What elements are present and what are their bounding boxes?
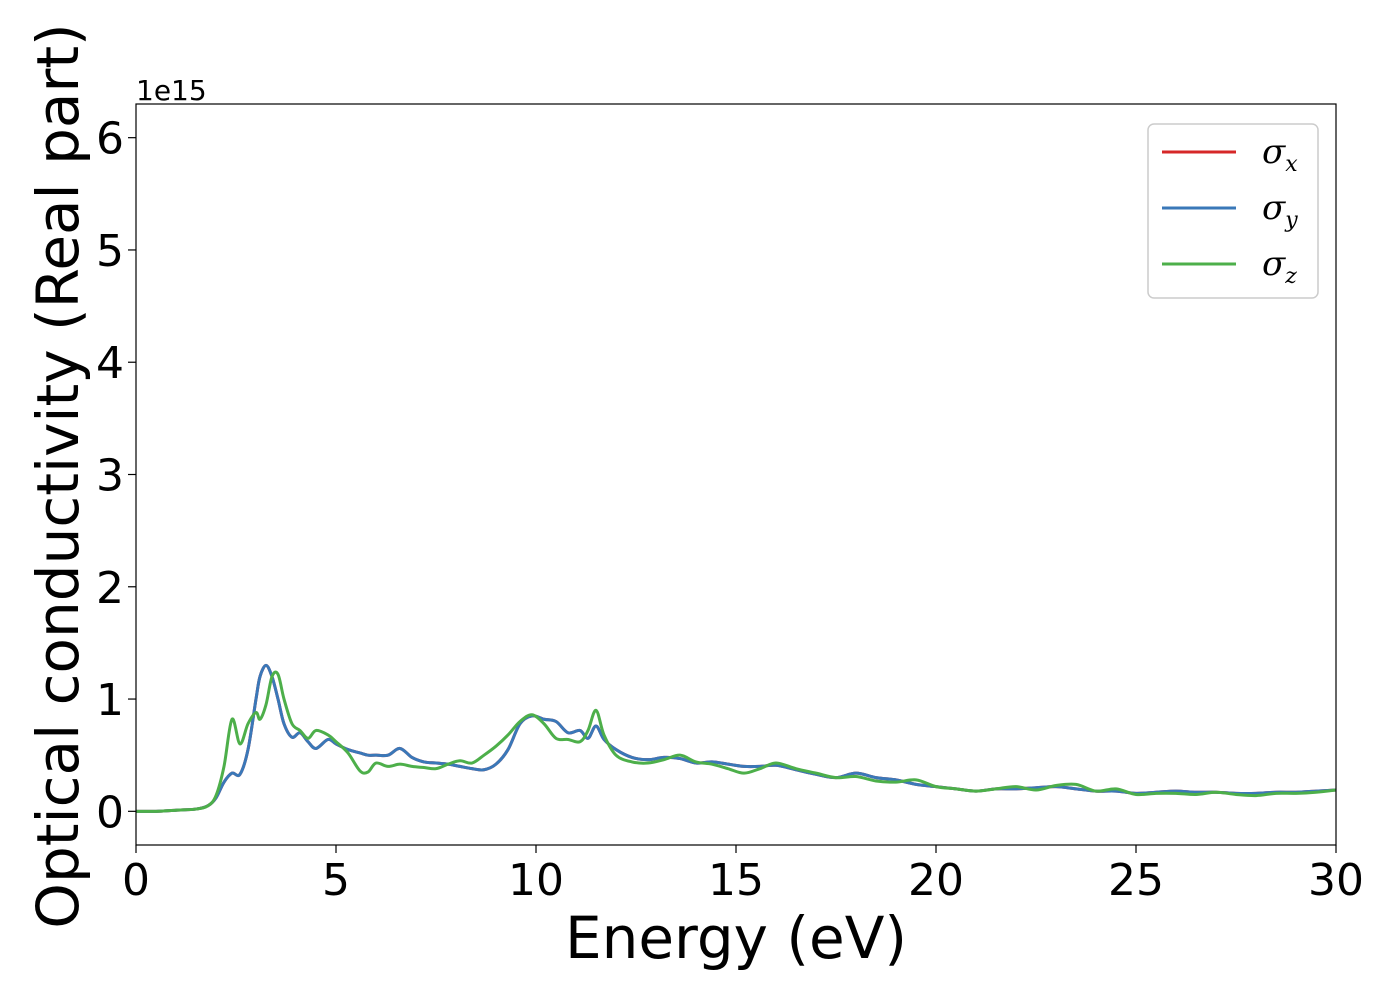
x-tick-label: 5 — [322, 855, 350, 906]
y-offset-label: 1e15 — [136, 74, 207, 107]
y-axis-title: Optical conductivity (Real part) — [24, 23, 92, 928]
x-tick-label: 25 — [1108, 855, 1164, 906]
y-tick-label: 0 — [96, 787, 124, 838]
plot-area — [136, 104, 1336, 845]
y-tick-label: 3 — [96, 451, 124, 502]
series-layer — [135, 663, 1337, 813]
y-tick-label: 4 — [96, 338, 124, 389]
y-tick-label: 2 — [96, 563, 124, 614]
x-tick-label: 15 — [708, 855, 764, 906]
x-tick-label: 20 — [908, 855, 964, 906]
x-tick-label: 30 — [1308, 855, 1364, 906]
y-tick-label: 5 — [96, 226, 124, 277]
x-axis-ticks: 0 5 10 15 20 25 30 — [122, 845, 1364, 906]
y-tick-label: 1 — [96, 675, 124, 726]
x-tick-label: 10 — [508, 855, 564, 906]
series-line-z — [135, 670, 1337, 813]
y-axis-ticks: 0 1 2 3 4 5 6 — [96, 114, 136, 838]
x-tick-label: 0 — [122, 855, 150, 906]
legend-box — [1147, 123, 1319, 299]
y-tick-label: 6 — [96, 114, 124, 165]
x-axis-title: Energy (eV) — [565, 904, 907, 972]
